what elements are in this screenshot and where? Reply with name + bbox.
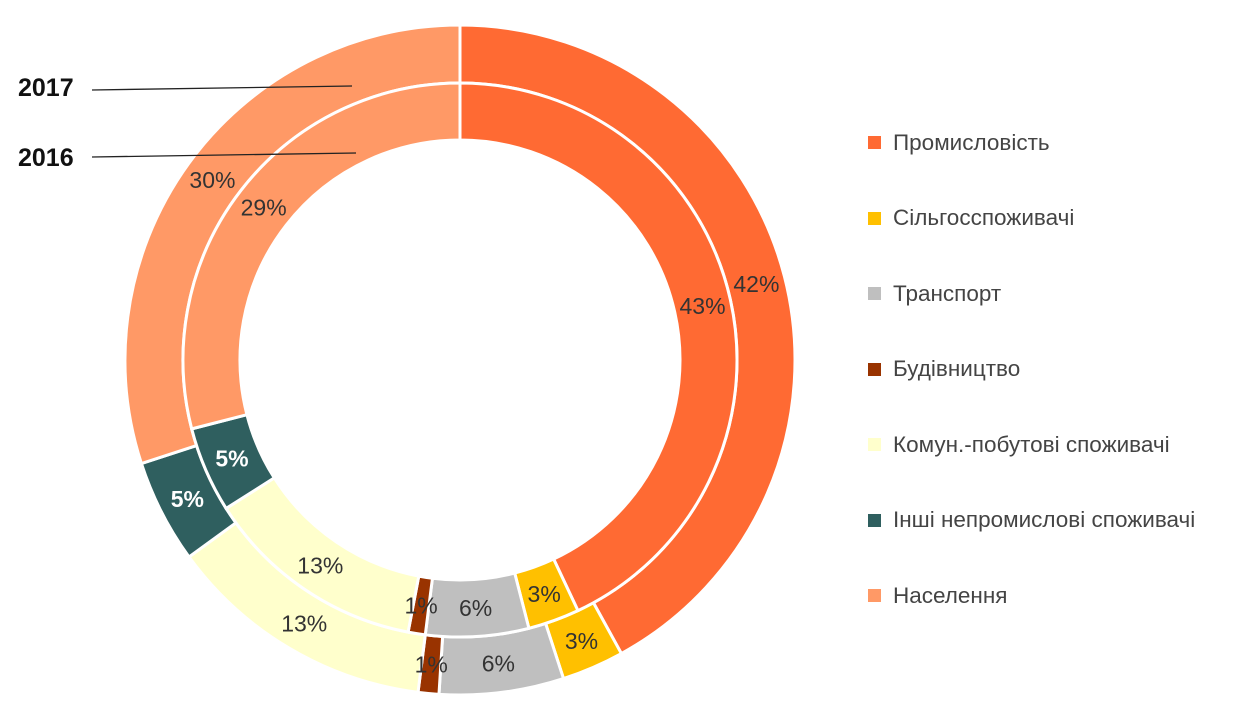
legend-label-5: Інші непромислові споживачі	[893, 507, 1196, 533]
data-label-outer-5: 5%	[171, 486, 204, 512]
legend-item-3: Будівництво	[868, 332, 1258, 408]
legend-swatch-0	[868, 136, 881, 150]
series-leader-line-2016	[91, 152, 357, 158]
legend-item-4: Комун.-побутові споживачі	[868, 407, 1258, 483]
data-label-inner-2: 6%	[459, 595, 492, 621]
legend-item-2: Транспорт	[868, 256, 1258, 332]
data-label-outer-4: 13%	[281, 610, 327, 636]
data-label-outer-6: 30%	[189, 167, 235, 193]
legend-swatch-2	[868, 287, 881, 301]
legend-label-6: Населення	[893, 582, 1008, 608]
legend-swatch-6	[868, 589, 881, 603]
legend-item-6: Населення	[868, 558, 1258, 634]
series-leader-line-2017	[91, 85, 353, 91]
series-labels: 2017 2016	[18, 74, 357, 172]
data-label-outer-2: 6%	[482, 651, 515, 677]
data-label-outer-0: 42%	[733, 271, 779, 297]
series-label-2017: 2017	[18, 74, 74, 102]
slice-inner-6	[181, 81, 462, 431]
data-label-inner-5: 5%	[215, 446, 248, 472]
legend-label-2: Транспорт	[893, 280, 1002, 306]
legend-label-0: Промисловість	[893, 129, 1050, 155]
data-label-outer-3: 1%	[415, 652, 448, 678]
legend-item-0: Промисловість	[868, 105, 1258, 181]
legend-label-3: Будівництво	[893, 356, 1021, 382]
legend-swatch-5	[868, 513, 881, 527]
legend-swatch-3	[868, 362, 881, 376]
data-label-inner-4: 13%	[297, 553, 343, 579]
legend-swatch-1	[868, 211, 881, 225]
legend-label-4: Комун.-побутові споживачі	[893, 431, 1170, 457]
data-label-inner-6: 29%	[241, 195, 287, 221]
data-labels: 42% 3% 6% 1% 13% 5% 30% 43% 3% 6% 1% 13% 5% 29%	[171, 167, 780, 678]
data-label-inner-3: 1%	[405, 592, 438, 618]
donut-arcs	[123, 23, 797, 697]
legend-label-1: Сільгосспоживачі	[893, 205, 1075, 231]
slice-inner-0	[458, 81, 739, 613]
series-label-2016: 2016	[18, 144, 74, 172]
data-label-inner-1: 3%	[528, 581, 561, 607]
legend-swatch-4	[868, 438, 881, 452]
legend: Промисловість Сільгосспоживачі Транспорт Бу…	[868, 105, 1258, 634]
legend-item-5: Інші непромислові споживачі	[868, 483, 1258, 559]
legend-item-1: Сільгосспоживачі	[868, 181, 1258, 257]
data-label-outer-1: 3%	[565, 628, 598, 654]
data-label-inner-0: 43%	[679, 293, 725, 319]
